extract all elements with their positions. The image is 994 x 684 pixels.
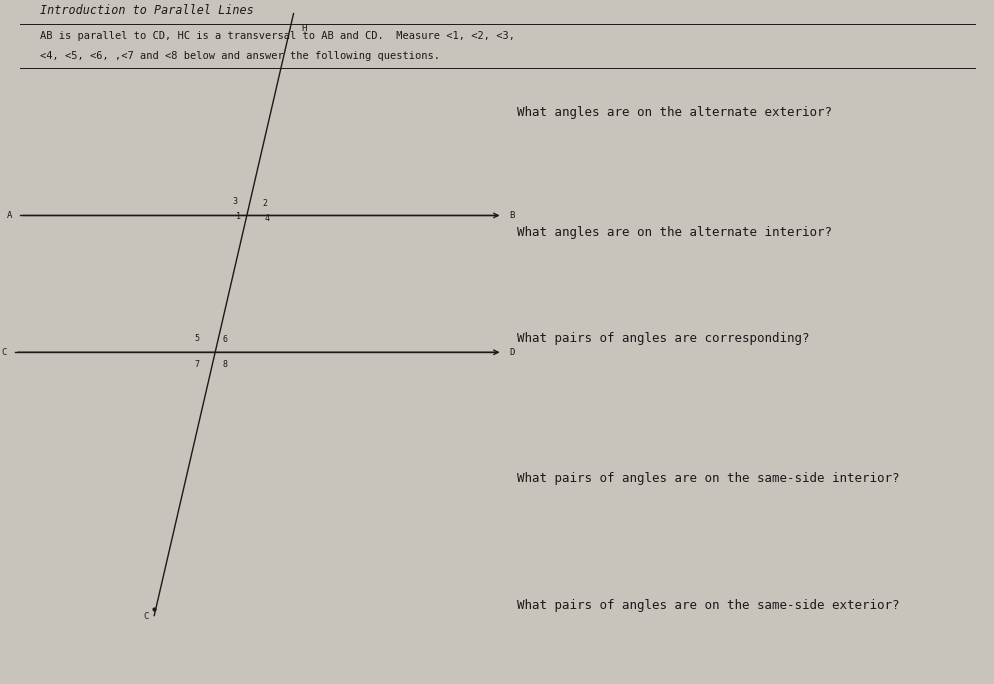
- Text: 8: 8: [222, 360, 228, 369]
- Text: 2: 2: [261, 198, 267, 208]
- Text: Introduction to Parallel Lines: Introduction to Parallel Lines: [40, 4, 253, 17]
- Text: H: H: [301, 24, 306, 33]
- Text: 7: 7: [194, 360, 200, 369]
- Text: C: C: [2, 347, 7, 357]
- Text: 3: 3: [232, 197, 238, 207]
- Text: <4, <5, <6, ,<7 and <8 below and answer the following questions.: <4, <5, <6, ,<7 and <8 below and answer …: [40, 51, 439, 62]
- Text: A: A: [7, 211, 12, 220]
- Text: What pairs of angles are on the same-side exterior?: What pairs of angles are on the same-sid…: [517, 598, 899, 612]
- Text: 1: 1: [236, 212, 242, 222]
- Text: What angles are on the alternate interior?: What angles are on the alternate interio…: [517, 226, 832, 239]
- Text: 6: 6: [222, 335, 228, 345]
- Text: 4: 4: [263, 213, 269, 223]
- Text: D: D: [509, 347, 514, 357]
- Text: AB is parallel to CD, HC is a transversal to AB and CD.  Measure <1, <2, <3,: AB is parallel to CD, HC is a transversa…: [40, 31, 514, 41]
- Text: What pairs of angles are corresponding?: What pairs of angles are corresponding?: [517, 332, 809, 345]
- Text: 5: 5: [194, 334, 200, 343]
- Text: C: C: [144, 612, 149, 621]
- Text: What pairs of angles are on the same-side interior?: What pairs of angles are on the same-sid…: [517, 472, 899, 486]
- Text: What angles are on the alternate exterior?: What angles are on the alternate exterio…: [517, 106, 832, 120]
- Text: B: B: [509, 211, 514, 220]
